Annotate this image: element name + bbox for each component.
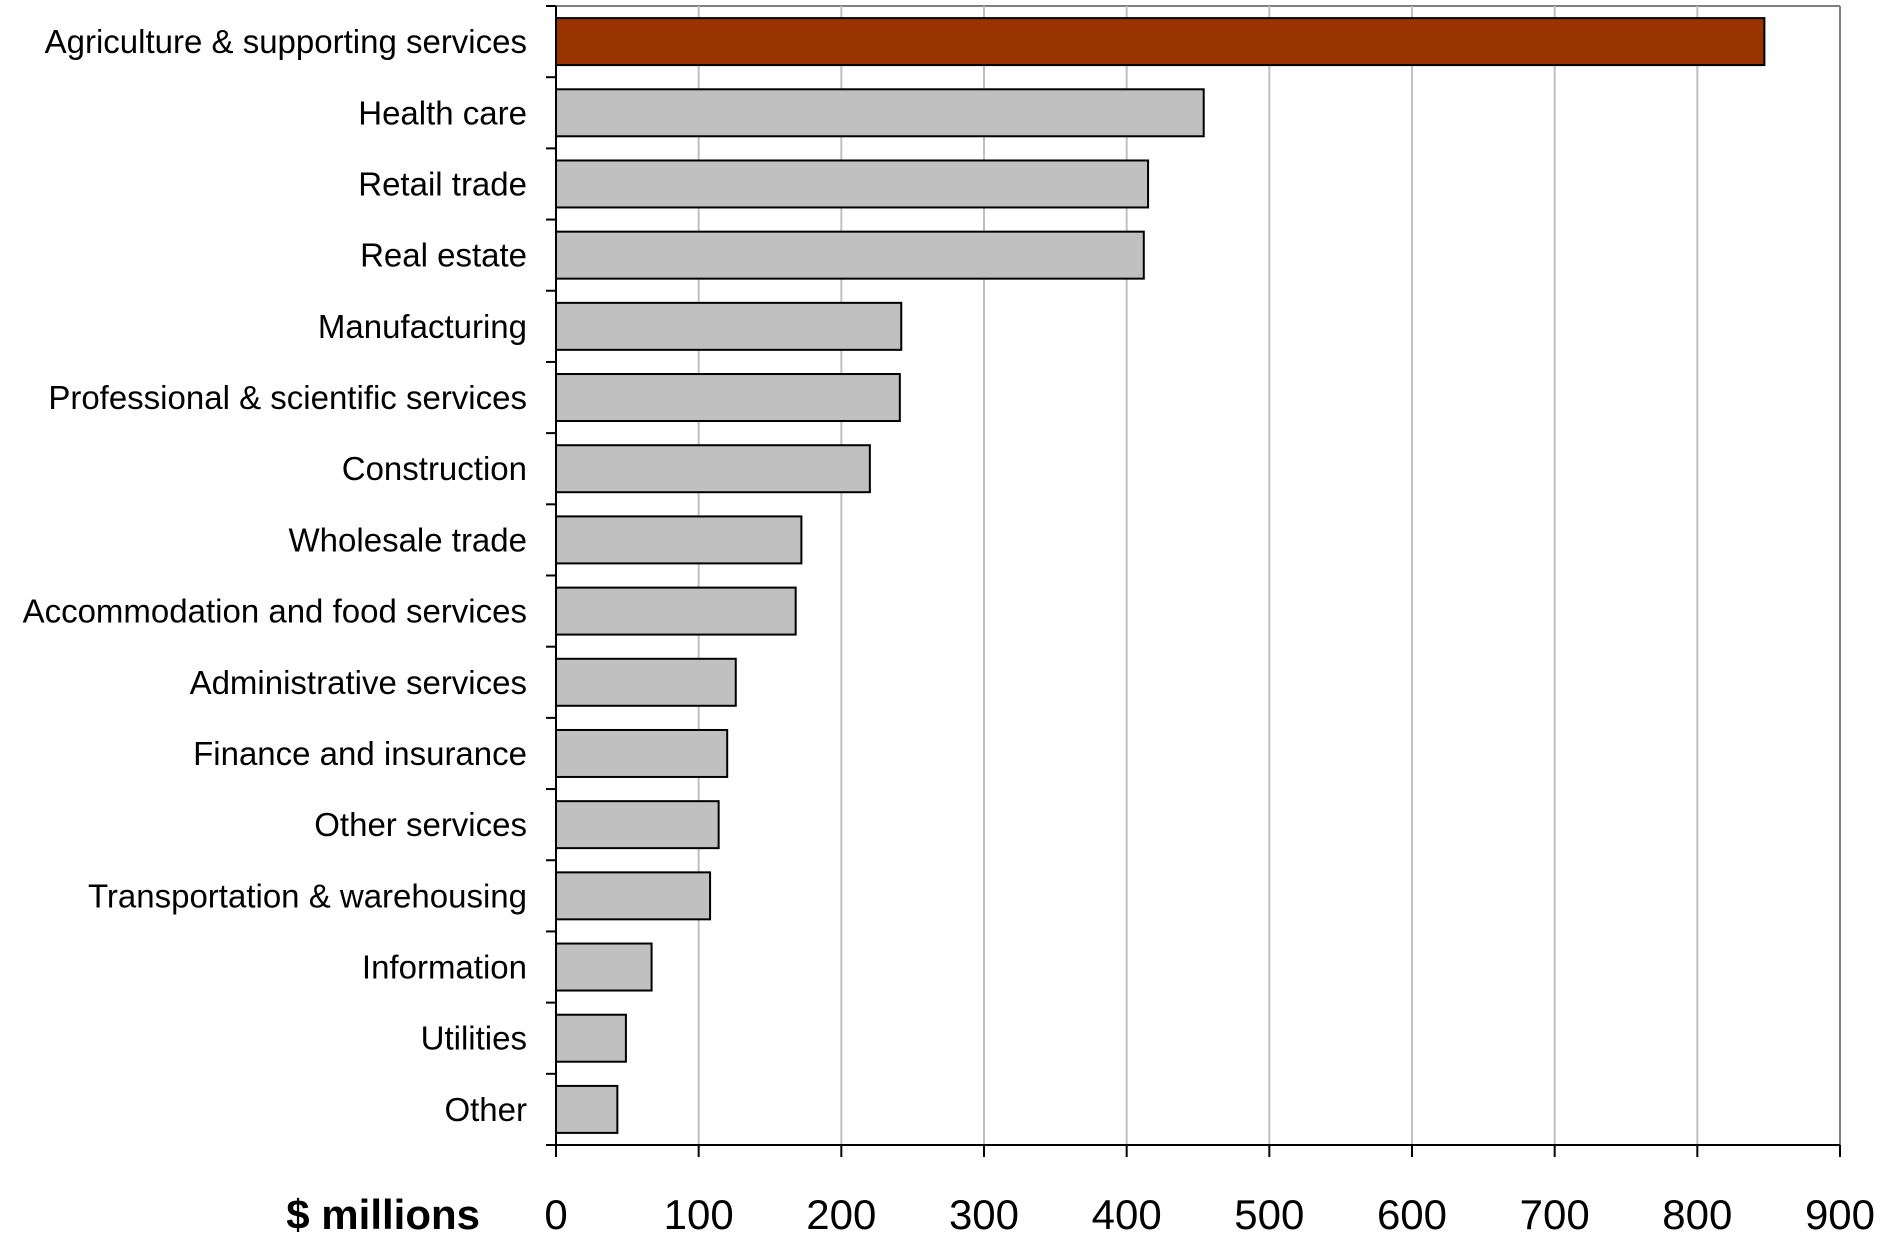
- category-label: Transportation & warehousing: [88, 877, 527, 914]
- x-tick-label: 700: [1520, 1191, 1590, 1238]
- category-label: Wholesale trade: [289, 521, 527, 558]
- category-label: Construction: [342, 450, 527, 487]
- bar: [555, 1013, 627, 1063]
- bar: [555, 159, 1150, 209]
- x-tick-label: 300: [949, 1191, 1019, 1238]
- bar: [555, 942, 653, 992]
- category-label: Professional & scientific services: [48, 379, 527, 416]
- x-tick-label: 500: [1234, 1191, 1304, 1238]
- bar: [555, 586, 797, 636]
- x-tick-label: 600: [1377, 1191, 1447, 1238]
- bar: [555, 871, 712, 921]
- category-label: Real estate: [360, 237, 527, 274]
- axes: [546, 5, 1841, 1157]
- bars: [555, 17, 1766, 1134]
- category-label: Finance and insurance: [193, 735, 527, 772]
- category-label: Manufacturing: [318, 308, 527, 345]
- category-label: Administrative services: [190, 664, 527, 701]
- x-tick-label: 200: [806, 1191, 876, 1238]
- bar: [555, 17, 1766, 67]
- bar: [555, 728, 729, 778]
- bar: [555, 230, 1145, 280]
- bar: [555, 444, 871, 494]
- bar: [555, 301, 903, 351]
- bar: [555, 800, 720, 850]
- category-label: Accommodation and food services: [23, 593, 527, 630]
- category-label: Retail trade: [358, 165, 527, 202]
- category-label: Information: [362, 949, 527, 986]
- bar: [555, 657, 737, 707]
- x-tick-label: 800: [1662, 1191, 1732, 1238]
- category-label: Utilities: [421, 1020, 527, 1057]
- category-labels: Agriculture & supporting services Health …: [23, 23, 527, 1128]
- x-tick-label: 900: [1805, 1191, 1875, 1238]
- bar: [555, 373, 901, 423]
- category-label: Other: [444, 1091, 527, 1128]
- x-tick-label: 400: [1092, 1191, 1162, 1238]
- category-label: Agriculture & supporting services: [45, 23, 527, 60]
- x-axis-title: $ millions: [286, 1191, 480, 1238]
- x-tick-labels: 0 100 200 300 400 500 600 700 800 900: [544, 1191, 1875, 1238]
- bar: [555, 1084, 619, 1134]
- bar: [555, 88, 1205, 138]
- bar: [555, 515, 803, 565]
- category-label: Health care: [358, 94, 527, 131]
- x-tick-label: 100: [664, 1191, 734, 1238]
- x-tick-label: 0: [544, 1191, 567, 1238]
- category-label: Other services: [314, 806, 527, 843]
